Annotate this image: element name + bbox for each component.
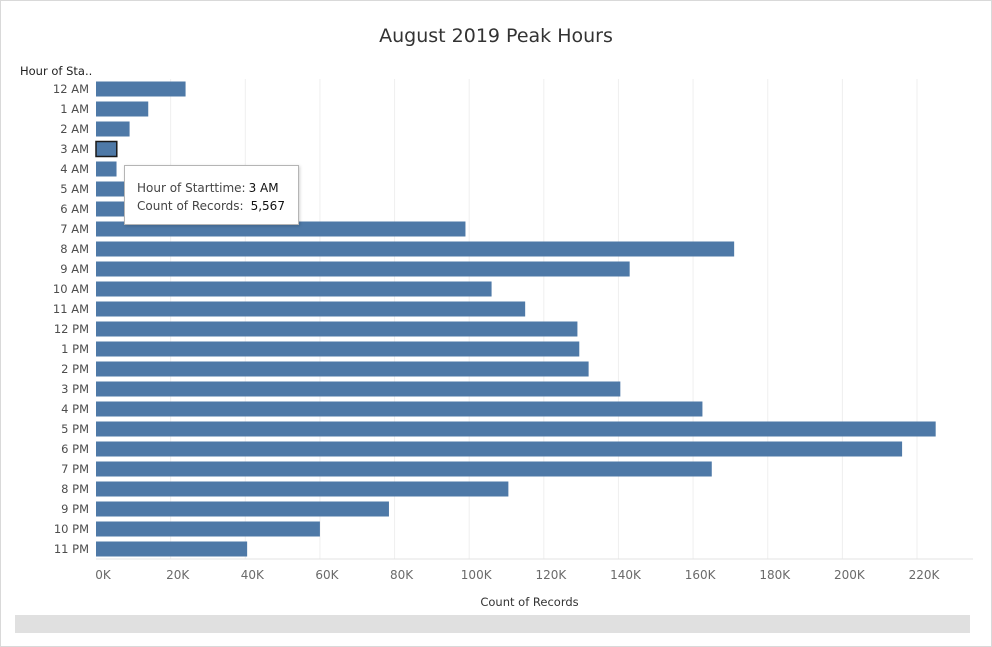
category-label: 12 PM	[54, 322, 89, 336]
x-tick-label: 220K	[909, 568, 941, 582]
bar[interactable]	[96, 521, 320, 537]
bar[interactable]	[96, 301, 526, 317]
tooltip-hour-label: Hour of Starttime:	[137, 181, 246, 195]
category-label: 7 PM	[61, 462, 89, 476]
x-tick-label: 200K	[834, 568, 866, 582]
category-label: 1 AM	[60, 102, 89, 116]
category-label: 7 AM	[60, 222, 89, 236]
x-tick-label: 140K	[610, 568, 642, 582]
category-label: 2 AM	[60, 122, 89, 136]
tooltip-hour-value: 3 AM	[248, 181, 279, 195]
gridlines	[170, 79, 918, 559]
chart-title: August 2019 Peak Hours	[379, 25, 613, 47]
x-tick-label: 180K	[759, 568, 791, 582]
x-axis-ticks: 0K 20K 40K 60K 80K 100K 120K 140K 160K 180K 200K 22…	[95, 568, 940, 582]
category-label: 3 PM	[61, 382, 89, 396]
x-tick-label: 120K	[535, 568, 567, 582]
category-axis: 12 AM 1 AM 2 AM 3 AM 4 AM 5 AM 6 AM 7 AM 8 AM 9 A…	[53, 82, 89, 556]
bar[interactable]	[96, 401, 703, 417]
category-label: 9 AM	[60, 262, 89, 276]
x-tick-label: 100K	[461, 568, 493, 582]
bar[interactable]	[96, 461, 712, 477]
bar[interactable]	[96, 81, 186, 97]
tooltip: Hour of Starttime: 3 AM Count of Records:…	[124, 165, 299, 225]
bar[interactable]	[96, 441, 903, 457]
bar[interactable]	[96, 121, 130, 137]
category-label: 3 AM	[60, 142, 89, 156]
bar[interactable]	[96, 161, 117, 177]
x-tick-label: 160K	[685, 568, 717, 582]
bar[interactable]	[96, 501, 389, 517]
x-tick-label: 80K	[390, 568, 414, 582]
category-label: 10 PM	[54, 522, 89, 536]
category-label: 11 AM	[53, 302, 89, 316]
category-label: 9 PM	[61, 502, 89, 516]
category-label: 4 AM	[60, 162, 89, 176]
tooltip-count-value: 5,567	[250, 199, 285, 213]
category-label: 5 AM	[60, 182, 89, 196]
category-label: 1 PM	[61, 342, 89, 356]
x-tick-label: 20K	[166, 568, 190, 582]
bar[interactable]	[96, 541, 248, 557]
x-axis-label: Count of Records	[480, 595, 578, 609]
category-label: 4 PM	[61, 402, 89, 416]
tooltip-row-hour: Hour of Starttime: 3 AM	[137, 179, 298, 197]
bar[interactable]	[96, 281, 492, 297]
bar[interactable]	[96, 341, 580, 357]
bar[interactable]	[96, 101, 149, 117]
category-label: 11 PM	[54, 542, 89, 556]
bar[interactable]	[96, 361, 589, 377]
category-label: 10 AM	[53, 282, 89, 296]
horizontal-scrollbar[interactable]	[15, 615, 970, 633]
x-tick-label: 60K	[315, 568, 339, 582]
bar[interactable]	[96, 181, 124, 197]
category-label: 8 PM	[61, 482, 89, 496]
bar[interactable]	[95, 140, 118, 158]
bar[interactable]	[96, 321, 578, 337]
category-label: 12 AM	[53, 82, 89, 96]
bar[interactable]	[96, 261, 630, 277]
bars	[95, 81, 936, 557]
bar[interactable]	[96, 481, 509, 497]
category-label: 6 AM	[60, 202, 89, 216]
bar[interactable]	[96, 421, 936, 437]
category-label: 8 AM	[60, 242, 89, 256]
category-label: 6 PM	[61, 442, 89, 456]
x-tick-label: 0K	[95, 568, 112, 582]
category-label: 2 PM	[61, 362, 89, 376]
bar[interactable]	[96, 381, 621, 397]
tooltip-row-count: Count of Records: 5,567	[137, 197, 298, 215]
x-tick-label: 40K	[241, 568, 265, 582]
category-label: 5 PM	[61, 422, 89, 436]
tooltip-count-label: Count of Records:	[137, 199, 244, 213]
bar[interactable]	[96, 221, 466, 237]
row-field-header[interactable]: Hour of Sta..	[20, 64, 93, 78]
bar[interactable]	[96, 241, 735, 257]
